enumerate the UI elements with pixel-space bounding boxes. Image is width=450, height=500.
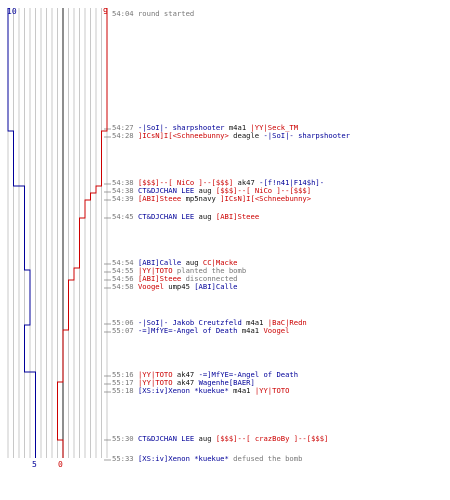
event-row: 54:45 CT&DJCHAN LEE aug [ABI]Steee <box>112 213 259 221</box>
event-text: CT&DJCHAN LEE <box>137 434 195 443</box>
event-text: deagle <box>228 131 264 140</box>
event-text: ump45 <box>163 282 195 291</box>
event-row: 54:38 CT&DJCHAN LEE aug [$$$]--[ NiCo ]-… <box>112 187 311 195</box>
event-text: [ABI]Steee <box>137 194 182 203</box>
event-text: -|SoI|- sharpshooter <box>263 131 351 140</box>
event-time: 54:45 <box>112 212 134 221</box>
event-text: [$$$]--[ crazBoBy ]--[$$$] <box>215 434 329 443</box>
blue-team-line <box>7 8 36 458</box>
event-text: -|SoI|- Jakob Creutzfeld <box>137 318 242 327</box>
event-text: |YY|TOTO <box>137 370 173 379</box>
event-row: 54:54 [ABI]Calle aug CC|Macke <box>112 259 238 267</box>
alive-chart: 10 9 5 0 <box>7 7 111 469</box>
event-time: 54:38 <box>112 178 134 187</box>
event-text: aug <box>194 212 216 221</box>
event-row: 55:17 |YY|TOTO ak47 Wagenhe[BAER] <box>112 379 255 387</box>
event-text: |BaC|Redn <box>267 318 307 327</box>
event-text: [$$$]--[ NiCo ]--[$$$] <box>137 178 234 187</box>
event-dashes <box>104 128 111 461</box>
event-time: 55:16 <box>112 370 134 379</box>
event-text: [XS:iv]Xenon *kuekue* <box>137 454 229 463</box>
event-text: ak47 <box>172 370 199 379</box>
event-text: CT&DJCHAN LEE <box>137 186 195 195</box>
event-text: -=]MfYE=-Angel of Death <box>137 326 238 335</box>
event-row: 54:55 |YY|TOTO planted the bomb <box>112 267 246 275</box>
event-row: 54:27 -|SoI|- sharpshooter m4a1 |YY|Seck… <box>112 124 298 132</box>
event-time: 54:28 <box>112 131 134 140</box>
blue-end-count: 5 <box>32 460 37 469</box>
event-text: aug <box>194 186 216 195</box>
event-text: Voogel <box>137 282 164 291</box>
event-text: ]ICsN]I[<Schneebunny> <box>137 131 229 140</box>
event-text: -|SoI|- sharpshooter <box>137 123 225 132</box>
event-time: 55:33 <box>112 454 134 463</box>
event-text: planted the bomb <box>172 266 247 275</box>
event-time: 54:54 <box>112 258 134 267</box>
blue-start-count: 10 <box>7 7 17 16</box>
event-row: 55:07 -=]MfYE=-Angel of Death m4a1 Vooge… <box>112 327 289 335</box>
event-text: [XS:iv]Xenon *kuekue* <box>137 386 229 395</box>
event-time: 54:39 <box>112 194 134 203</box>
event-time: 54:56 <box>112 274 134 283</box>
event-time: 55:06 <box>112 318 134 327</box>
event-text: m4a1 <box>241 318 268 327</box>
event-row: 55:16 |YY|TOTO ak47 -=]MfYE=-Angel of De… <box>112 371 298 379</box>
event-row: 55:06 -|SoI|- Jakob Creutzfeld m4a1 |BaC… <box>112 319 307 327</box>
event-row: 54:56 [ABI]Steee disconnected <box>112 275 238 283</box>
event-text: m4a1 <box>224 123 251 132</box>
event-text: ak47 <box>233 178 260 187</box>
event-time: 54:58 <box>112 282 134 291</box>
event-text: aug <box>181 258 203 267</box>
event-text: [$$$]--[ NiCo ]--[$$$] <box>215 186 312 195</box>
event-text: CT&DJCHAN LEE <box>137 212 195 221</box>
event-time: 55:07 <box>112 326 134 335</box>
event-time: 54:38 <box>112 186 134 195</box>
event-text: [ABI]Steee <box>215 212 260 221</box>
event-text: disconnected <box>181 274 238 283</box>
event-text: -[f!n41|F14$h]- <box>259 178 325 187</box>
event-text: CC|Macke <box>202 258 238 267</box>
event-text: Wagenhe[BAER] <box>198 378 255 387</box>
event-text: m4a1 <box>237 326 264 335</box>
event-text: |YY|TOTO <box>137 378 173 387</box>
event-text: round started <box>137 9 195 18</box>
event-time: 55:30 <box>112 434 134 443</box>
event-time: 54:27 <box>112 123 134 132</box>
event-text: -=]MfYE=-Angel of Death <box>198 370 299 379</box>
event-row: 54:38 [$$$]--[ NiCo ]--[$$$] ak47 -[f!n4… <box>112 179 324 187</box>
red-team-line <box>57 8 108 458</box>
red-start-count: 9 <box>103 7 108 16</box>
event-time: 55:17 <box>112 378 134 387</box>
event-text: m4a1 <box>228 386 255 395</box>
event-row: 54:58 Voogel ump45 [ABI]Calle <box>112 283 238 291</box>
event-text: |YY|Seck_TM <box>250 123 299 132</box>
event-text: [ABI]Calle <box>137 258 182 267</box>
event-text: defused the bomb <box>228 454 303 463</box>
event-row: 54:28 ]ICsN]I[<Schneebunny> deagle -|SoI… <box>112 132 350 140</box>
event-text: |YY|TOTO <box>137 266 173 275</box>
event-text: mp5navy <box>181 194 221 203</box>
event-text: [ABI]Steee <box>137 274 182 283</box>
event-text: aug <box>194 434 216 443</box>
event-text: ak47 <box>172 378 199 387</box>
event-row: 54:39 [ABI]Steee mp5navy ]ICsN]I[<Schnee… <box>112 195 311 203</box>
event-row: 55:33 [XS:iv]Xenon *kuekue* defused the … <box>112 455 302 463</box>
event-text: ]ICsN]I[<Schneebunny> <box>220 194 312 203</box>
event-row: 55:30 CT&DJCHAN LEE aug [$$$]--[ crazBoB… <box>112 435 328 443</box>
event-row: 55:18 [XS:iv]Xenon *kuekue* m4a1 |YY|TOT… <box>112 387 289 395</box>
event-text: [ABI]Calle <box>194 282 238 291</box>
red-end-count: 0 <box>58 460 63 469</box>
event-text: |YY|TOTO <box>254 386 290 395</box>
event-text: Voogel <box>263 326 290 335</box>
event-time: 54:55 <box>112 266 134 275</box>
event-time: 55:18 <box>112 386 134 395</box>
event-row: 54:04 round started <box>112 10 194 18</box>
event-time: 54:04 <box>112 9 134 18</box>
